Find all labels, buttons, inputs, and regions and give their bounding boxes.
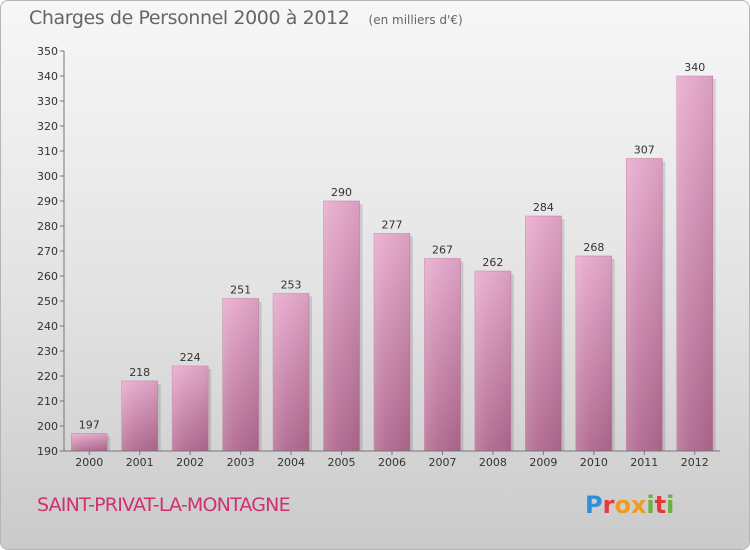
bar-value-label: 262 [482, 256, 503, 269]
y-tick-label: 270 [37, 245, 58, 258]
y-tick-label: 230 [37, 345, 58, 358]
x-tick-label: 2005 [328, 456, 356, 469]
y-tick-label: 240 [37, 320, 58, 333]
x-tick-label: 2012 [681, 456, 709, 469]
bar-highlight [323, 201, 360, 451]
bar-value-label: 253 [281, 279, 302, 292]
y-tick-label: 280 [37, 220, 58, 233]
y-tick-label: 350 [37, 45, 58, 58]
bar-value-label: 197 [79, 419, 100, 432]
chart-title-block: Charges de Personnel 2000 à 2012 (en mil… [29, 7, 463, 29]
x-tick-label: 2000 [75, 456, 103, 469]
bar-highlight [374, 233, 410, 451]
bar-highlight [71, 433, 108, 451]
y-tick-label: 200 [37, 420, 58, 433]
bar-value-label: 284 [533, 201, 554, 214]
bar-highlight [474, 271, 511, 451]
x-tick-label: 2010 [580, 456, 608, 469]
y-tick-label: 190 [37, 445, 58, 458]
x-tick-label: 2002 [176, 456, 204, 469]
bar-value-label: 251 [230, 284, 251, 297]
bar-highlight [121, 381, 158, 451]
y-tick-label: 220 [37, 370, 58, 383]
y-tick-label: 260 [37, 270, 58, 283]
bar-highlight [626, 158, 663, 451]
bar-highlight [676, 76, 713, 451]
y-tick-label: 290 [37, 195, 58, 208]
y-tick-label: 210 [37, 395, 58, 408]
bar-highlight [172, 366, 209, 451]
axes-layer: 190 200 210 220 230 240 250 260 270 280 290 300 310 3… [37, 45, 720, 469]
bar-highlight [273, 293, 310, 451]
chart-title: Charges de Personnel 2000 à 2012 [29, 7, 350, 29]
bar-value-label: 340 [684, 61, 705, 74]
bar-value-label: 290 [331, 186, 352, 199]
bar-highlight [424, 258, 461, 451]
x-tick-label: 2006 [378, 456, 406, 469]
x-tick-label: 2007 [428, 456, 456, 469]
y-tick-label: 250 [37, 295, 58, 308]
bar-value-label: 268 [583, 241, 604, 254]
bar-value-label: 277 [382, 219, 403, 232]
y-tick-label: 300 [37, 170, 58, 183]
bar-highlight [222, 298, 259, 451]
bar-value-label: 307 [634, 144, 655, 157]
bar-value-label: 267 [432, 244, 453, 257]
bar-value-label: 218 [129, 366, 150, 379]
x-tick-label: 2009 [529, 456, 557, 469]
bar-value-label: 224 [180, 351, 201, 364]
town-name: SAINT-PRIVAT-LA-MONTAGNE [37, 494, 291, 516]
bar-highlight [525, 216, 562, 451]
x-tick-label: 2011 [630, 456, 658, 469]
proxiti-logo: Proxiti [585, 491, 675, 519]
y-tick-label: 310 [37, 145, 58, 158]
x-tick-label: 2008 [479, 456, 507, 469]
bars-layer [70, 75, 716, 452]
bar-highlight [575, 256, 612, 451]
x-tick-label: 2004 [277, 456, 305, 469]
y-tick-label: 330 [37, 95, 58, 108]
x-tick-label: 2001 [126, 456, 154, 469]
y-tick-label: 320 [37, 120, 58, 133]
chart-subtitle: (en milliers d'€) [368, 13, 463, 27]
y-tick-label: 340 [37, 70, 58, 83]
x-tick-label: 2003 [227, 456, 255, 469]
